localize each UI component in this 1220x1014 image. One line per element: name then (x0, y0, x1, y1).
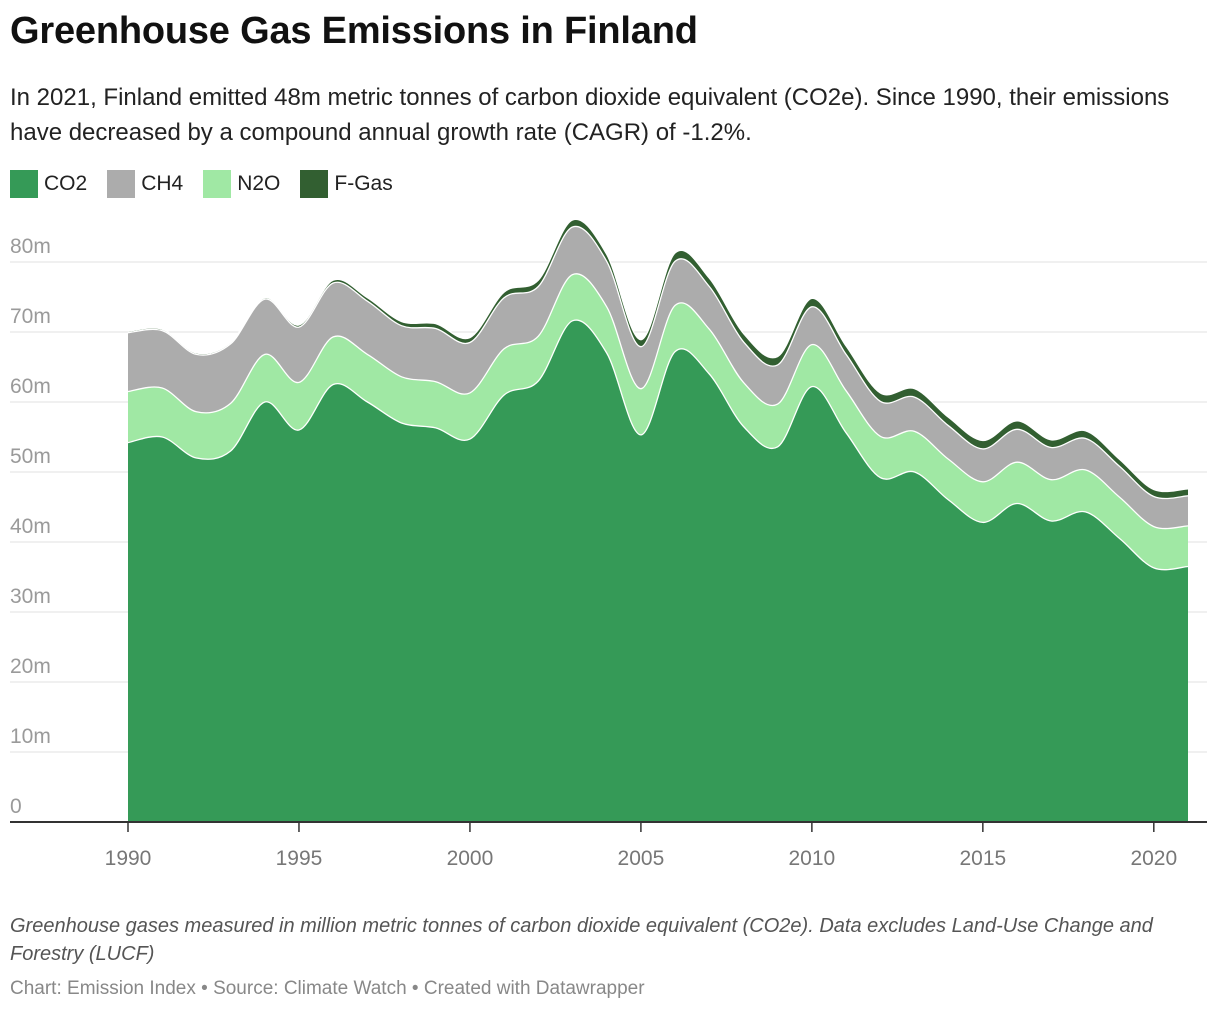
x-tick-label: 2000 (447, 847, 494, 870)
legend-label-co2: CO2 (44, 172, 88, 195)
series-line-ch4 (127, 225, 1189, 500)
y-tick-label: 70m (10, 305, 51, 328)
y-tick-label: 10m (10, 725, 51, 748)
legend-swatch-ch4 (107, 170, 136, 198)
x-tick-label: 2020 (1130, 847, 1177, 870)
x-tick-label: 2010 (789, 847, 836, 870)
y-tick-label: 50m (10, 445, 51, 468)
y-tick-label: 80m (10, 235, 51, 258)
series-line-co2 (127, 319, 1189, 571)
chart-title: Greenhouse Gas Emissions in Finland (10, 10, 698, 52)
area-series (127, 218, 1189, 822)
chart-notes: Greenhouse gases measured in million met… (10, 915, 1153, 965)
chart-subtitle: In 2021, Finland emitted 48m metric tonn… (10, 84, 1170, 146)
legend-swatch-n2o (203, 170, 232, 198)
chart-byline: Chart: Emission Index • Source: Climate … (10, 978, 645, 999)
axes: 0 10m 20m 30m 40m 50m 60m 70m 80m 1990 1995 2000 200… (10, 235, 1207, 870)
legend-label-fgas: F-Gas (334, 172, 393, 195)
y-tick-label: 60m (10, 375, 51, 398)
x-tick-label: 1995 (276, 847, 323, 870)
series-line-fgas (127, 218, 1189, 493)
y-tick-label: 30m (10, 585, 51, 608)
x-tick-label: 1990 (105, 847, 152, 870)
legend-item-n2o: N2O (203, 170, 280, 198)
x-tick-label: 2015 (959, 847, 1006, 870)
stacked-area-chart: 0 10m 20m 30m 40m 50m 60m 70m 80m 1990 1995 2000 200… (10, 218, 1207, 870)
y-tick-label: 20m (10, 655, 51, 678)
y-tick-label: 40m (10, 515, 51, 538)
legend: CO2 CH4 N2O F-Gas (10, 170, 413, 198)
legend-item-ch4: CH4 (107, 170, 183, 198)
legend-item-co2: CO2 (10, 170, 87, 198)
area-co2 (128, 320, 1188, 822)
series-line-n2o (127, 273, 1189, 530)
legend-swatch-fgas (300, 170, 329, 198)
legend-swatch-co2 (10, 170, 38, 198)
legend-item-fgas: F-Gas (300, 170, 393, 198)
x-tick-label: 2005 (618, 847, 665, 870)
legend-label-n2o: N2O (237, 172, 281, 195)
legend-label-ch4: CH4 (141, 172, 184, 195)
y-tick-label: 0 (10, 795, 22, 818)
